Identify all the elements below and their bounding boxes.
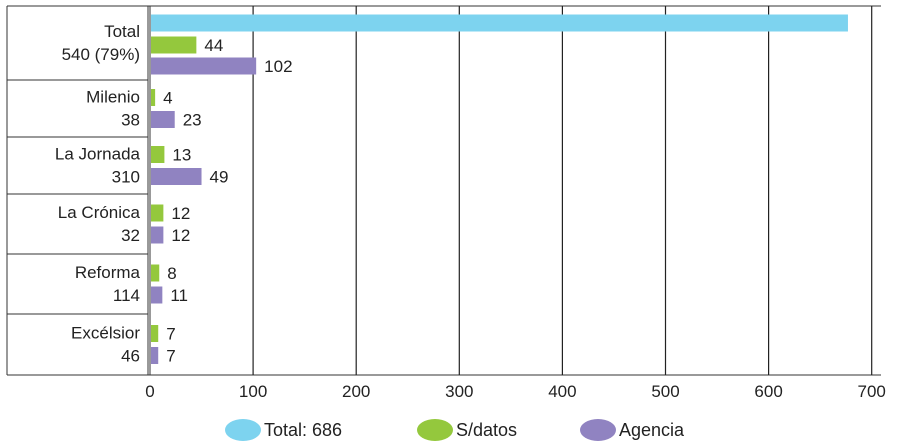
bar-sdatos — [151, 146, 165, 163]
bar-value-label: 44 — [204, 36, 223, 55]
category-label-name: Reforma — [75, 263, 141, 282]
category-label-name: Total — [104, 22, 140, 41]
bar-agencia — [151, 57, 257, 75]
category-label-count: 114 — [113, 286, 140, 305]
bar-value-label: 12 — [171, 204, 190, 223]
bar-value-label: 23 — [183, 111, 202, 130]
bar-total — [151, 14, 848, 32]
x-tick-label: 100 — [239, 382, 267, 401]
legend-label-agencia: Agencia — [619, 420, 685, 440]
bar-value-label: 13 — [172, 146, 191, 165]
category-label-count: 540 (79%) — [62, 45, 140, 64]
category-label-name: La Crónica — [58, 203, 141, 222]
x-tick-label: 400 — [548, 382, 576, 401]
legend-marker-sdatos — [417, 419, 453, 441]
legend-marker-total — [225, 419, 261, 441]
category-label-count: 46 — [121, 347, 140, 366]
x-tick-label: 200 — [342, 382, 370, 401]
bar-sdatos — [151, 36, 197, 54]
x-tick-label: 300 — [445, 382, 473, 401]
bar-sdatos — [151, 264, 160, 282]
category-label-count: 38 — [121, 111, 140, 130]
category-label-name: La Jornada — [55, 145, 141, 164]
bar-value-label: 102 — [264, 57, 292, 76]
legend-marker-agencia — [580, 419, 616, 441]
x-tick-label: 0 — [145, 382, 154, 401]
x-tick-label: 600 — [754, 382, 782, 401]
bar-sdatos — [151, 89, 156, 106]
bar-agencia — [151, 226, 164, 244]
bar-value-label: 7 — [166, 347, 175, 366]
bar-value-label: 8 — [167, 264, 176, 283]
category-label-count: 310 — [112, 168, 140, 187]
bar-agencia — [151, 168, 202, 185]
bar-sdatos — [151, 204, 164, 222]
category-label-count: 32 — [121, 226, 140, 245]
bar-value-label: 4 — [163, 89, 172, 108]
bar-sdatos — [151, 325, 159, 342]
bar-agencia — [151, 286, 163, 304]
bar-value-label: 12 — [171, 226, 190, 245]
bar-agencia — [151, 111, 175, 128]
category-label-name: Excélsior — [71, 324, 140, 343]
bar-value-label: 7 — [166, 325, 175, 344]
bar-value-label: 11 — [170, 286, 188, 305]
bar-value-label: 49 — [210, 168, 229, 187]
legend-label-sdatos: S/datos — [456, 420, 517, 440]
category-label-name: Milenio — [86, 88, 140, 107]
bar-agencia — [151, 347, 159, 364]
x-tick-label: 500 — [651, 382, 679, 401]
x-tick-label: 700 — [858, 382, 886, 401]
legend-label-total: Total: 686 — [264, 420, 342, 440]
